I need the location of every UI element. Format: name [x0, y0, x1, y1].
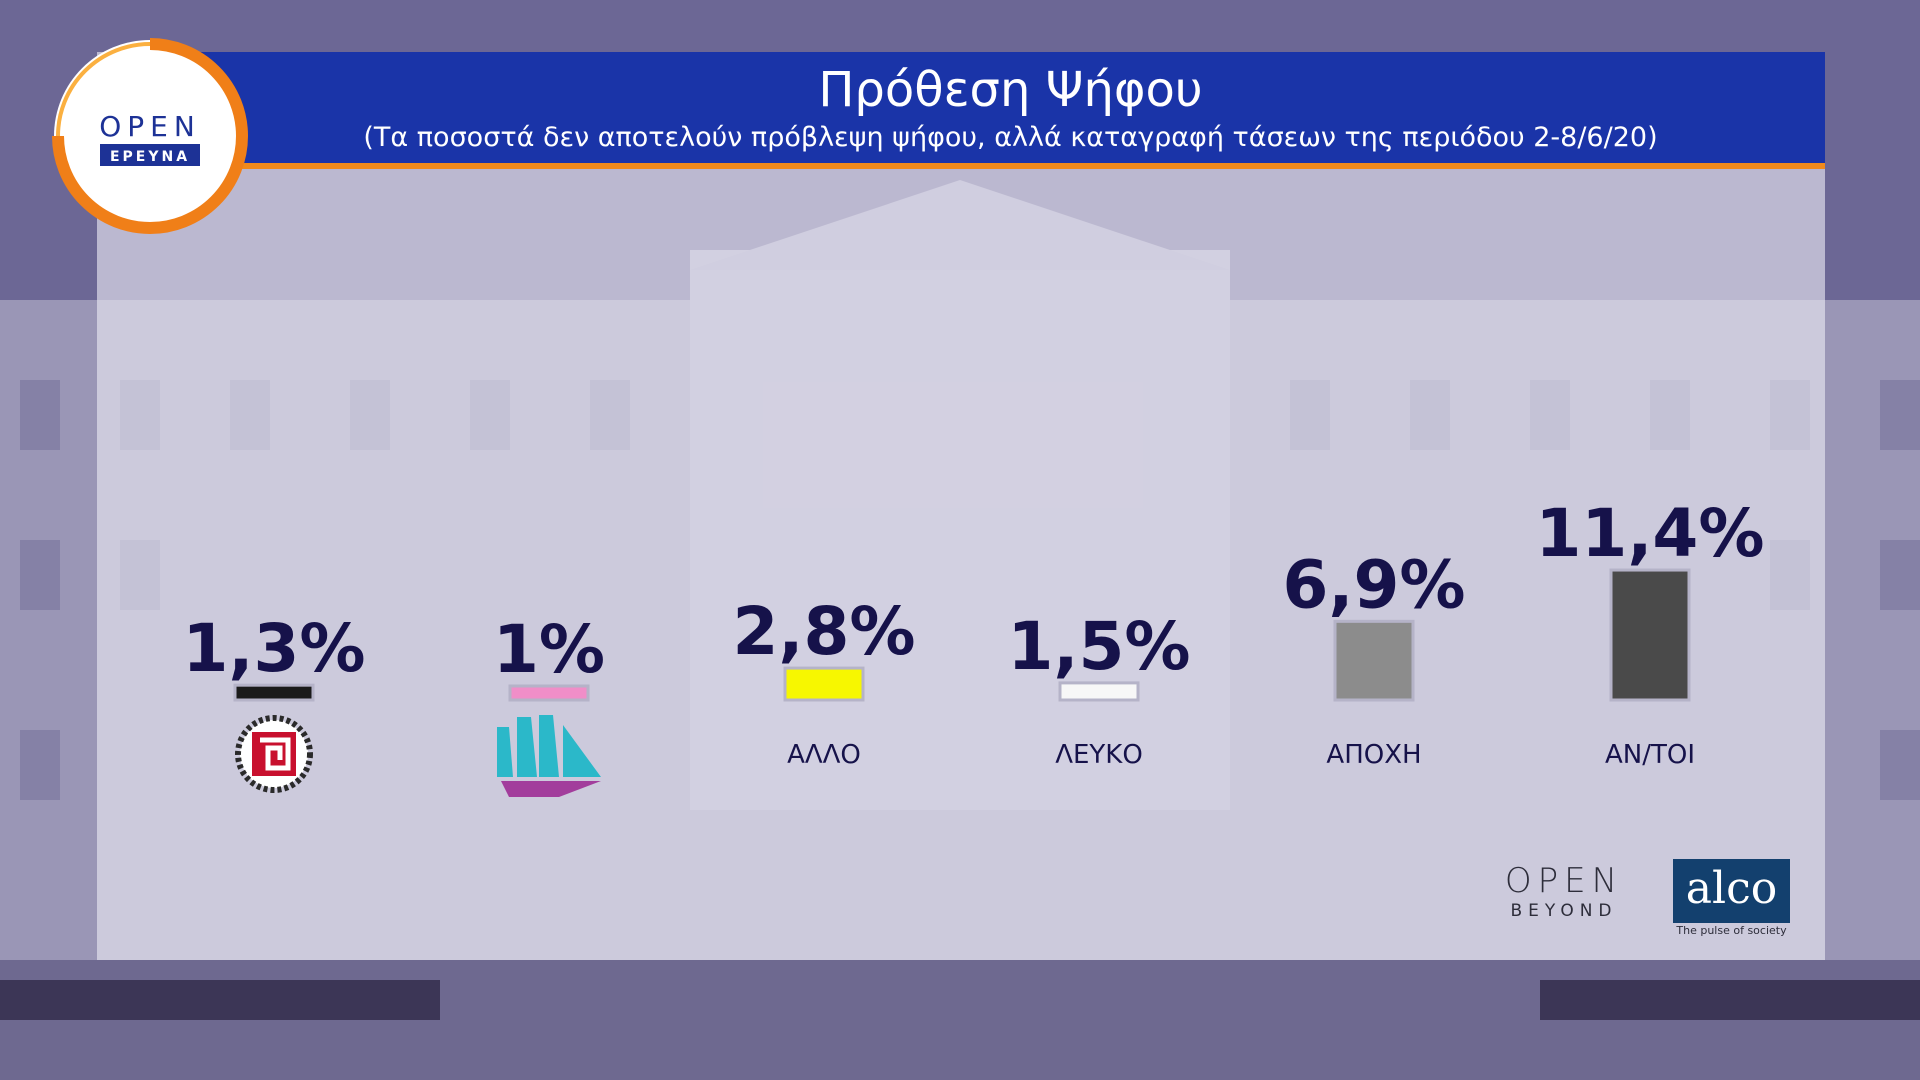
- erevna-logo-text: ΕΡΕΥΝΑ: [110, 149, 190, 165]
- chart-subtitle: (Τα ποσοστά δεν αποτελούν πρόβλεψη ψήφου…: [363, 122, 1658, 153]
- bar-1: [508, 684, 590, 702]
- bar-0: [233, 683, 315, 702]
- bar-5: [1609, 568, 1691, 702]
- header-bar: [196, 52, 1825, 169]
- open-beyond-logo: OPEN BEYOND: [1494, 862, 1634, 922]
- bar-value-label-3: 1,5%: [1007, 608, 1190, 685]
- bar-value-label-2: 2,8%: [732, 593, 915, 670]
- alco-tagline: The pulse of society: [1676, 924, 1787, 937]
- chart-title: Πρόθεση Ψήφου: [818, 62, 1203, 118]
- open-logo-text: OPEN: [99, 110, 201, 143]
- category-label-3: ΛΕΥΚΟ: [1055, 740, 1143, 770]
- bar-4: [1333, 619, 1415, 702]
- bar-3: [1058, 681, 1140, 702]
- category-label-4: ΑΠΟΧΗ: [1326, 740, 1421, 770]
- meander-party-logo-icon: [235, 715, 313, 793]
- bar-value-label-1: 1%: [493, 611, 605, 688]
- ships-party-logo-icon: [497, 715, 601, 797]
- open-footer-text: OPEN: [1504, 861, 1624, 901]
- bar-2: [783, 666, 865, 702]
- bar-value-label-4: 6,9%: [1282, 546, 1465, 623]
- bar-value-label-5: 11,4%: [1536, 495, 1765, 572]
- category-label-5: ΑΝ/ΤΟΙ: [1605, 740, 1695, 770]
- bar-value-label-0: 1,3%: [182, 610, 365, 687]
- beyond-footer-text: BEYOND: [1510, 901, 1618, 921]
- open-erevna-logo: OPEN ΕΡΕΥΝΑ: [52, 38, 248, 234]
- chart-panel: [97, 52, 1825, 960]
- alco-logo: alco: [1673, 859, 1790, 923]
- category-label-2: ΑΛΛΟ: [787, 740, 861, 770]
